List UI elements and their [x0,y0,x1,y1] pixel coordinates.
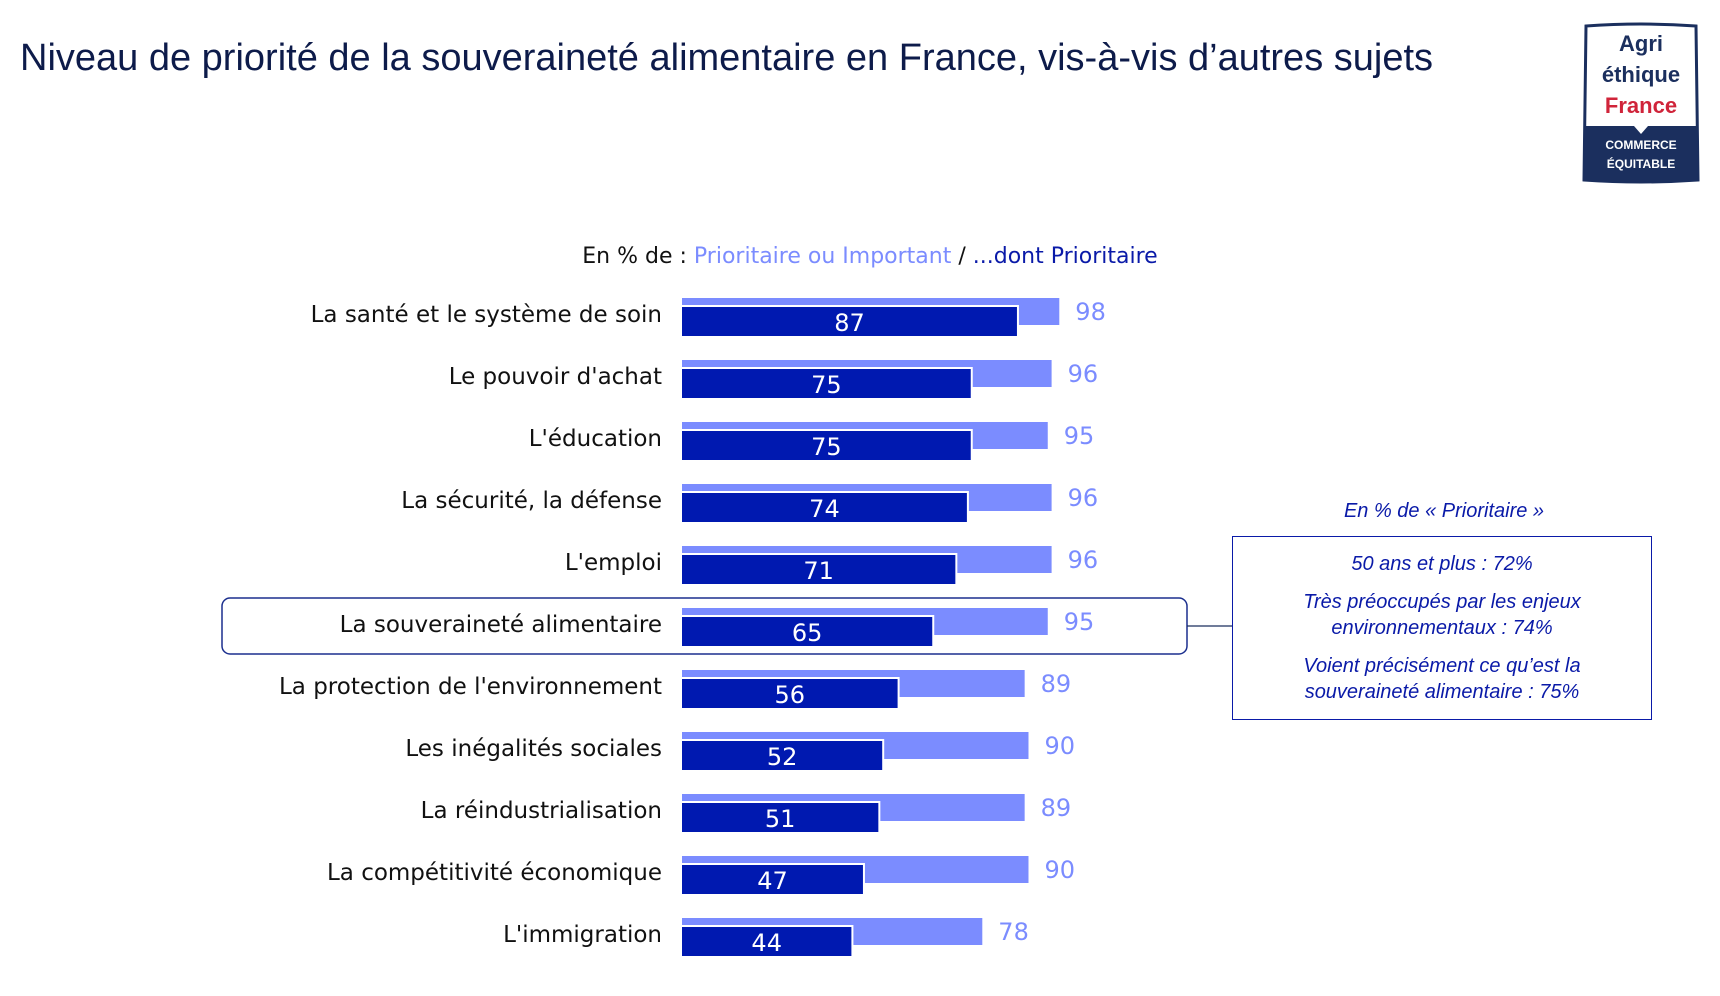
category-label: L'immigration [503,922,662,948]
agri-ethique-logo: Agri éthique France COMMERCE ÉQUITABLE [1582,22,1700,184]
value-label-light: 90 [1045,856,1076,884]
category-label: L'emploi [565,550,662,576]
legend-prefix: En % de : [582,244,694,269]
chart-legend: En % de : Prioritaire ou Important / ...… [0,244,1720,269]
bar-dont-prioritaire [682,803,879,832]
note-item: Très préoccupés par les enjeux environne… [1303,591,1581,639]
page-title: Niveau de priorité de la souveraineté al… [20,37,1434,79]
category-label: La santé et le système de soin [311,302,662,328]
note-box: 50 ans et plus : 72% Très préoccupés par… [1232,536,1652,720]
value-label-dark: 44 [751,929,782,957]
value-label-light: 78 [998,918,1029,946]
value-label-light: 96 [1068,546,1099,574]
value-label-dark: 71 [803,557,834,585]
legend-series-1: Prioritaire ou Important [693,244,952,269]
bar-dont-prioritaire [682,493,967,522]
legend-series-2: ...dont Prioritaire [972,244,1158,269]
value-label-light: 95 [1064,422,1095,450]
category-label: La réindustrialisation [421,798,662,824]
value-label-light: 89 [1041,794,1072,822]
value-label-dark: 47 [757,867,788,895]
value-label-dark: 74 [809,495,840,523]
value-label-dark: 87 [834,309,865,337]
bar-dont-prioritaire [682,927,852,956]
note-item: Voient précisément ce qu’est la souverai… [1303,655,1581,703]
bar-dont-prioritaire [682,369,971,398]
category-label: La souveraineté alimentaire [340,612,662,638]
svg-text:Agri: Agri [1619,31,1663,56]
svg-text:France: France [1605,93,1677,118]
value-label-dark: 75 [811,371,842,399]
legend-separator: / [951,244,973,269]
bar-dont-prioritaire [682,741,883,770]
value-label-dark: 51 [765,805,796,833]
category-label: La sécurité, la défense [401,488,662,514]
svg-text:COMMERCE: COMMERCE [1605,138,1676,152]
category-label: Les inégalités sociales [405,736,662,762]
value-label-dark: 75 [811,433,842,461]
value-label-dark: 52 [767,743,798,771]
value-label-light: 96 [1068,360,1099,388]
value-label-dark: 65 [792,619,823,647]
value-label-dark: 56 [775,681,806,709]
svg-text:ÉQUITABLE: ÉQUITABLE [1607,156,1675,171]
bar-dont-prioritaire [682,865,863,894]
bar-dont-prioritaire [682,617,933,646]
svg-text:éthique: éthique [1602,62,1680,87]
bar-dont-prioritaire [682,307,1017,336]
value-label-light: 90 [1045,732,1076,760]
value-label-light: 96 [1068,484,1099,512]
bar-dont-prioritaire [682,555,956,584]
note-heading: En % de « Prioritaire » [1343,500,1545,522]
bar-dont-prioritaire [682,679,898,708]
bar-dont-prioritaire [682,431,971,460]
value-label-light: 95 [1064,608,1095,636]
category-label: L'éducation [529,426,662,452]
value-label-light: 98 [1075,298,1106,326]
value-label-light: 89 [1041,670,1072,698]
category-label: La compétitivité économique [327,860,662,886]
category-label: Le pouvoir d'achat [449,364,662,390]
note-item: 50 ans et plus : 72% [1351,553,1533,575]
category-label: La protection de l'environnement [279,674,662,700]
